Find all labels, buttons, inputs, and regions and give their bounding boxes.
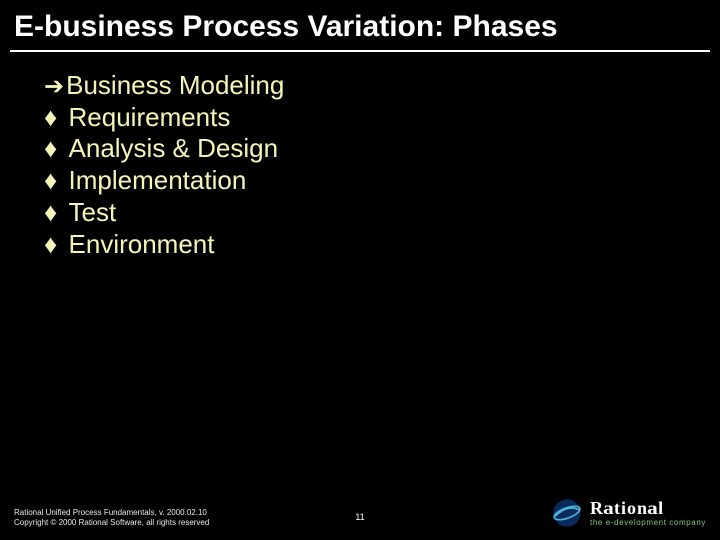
- list-item: ♦ Requirements: [44, 102, 720, 134]
- footer-copyright: Rational Unified Process Fundamentals, v…: [14, 508, 209, 528]
- logo-tagline: the e-development company: [590, 518, 706, 528]
- brand-logo: Rational the e-development company: [550, 496, 706, 530]
- list-item-label: Implementation: [69, 165, 247, 197]
- diamond-icon: ♦: [44, 104, 57, 130]
- slide-footer: Rational Unified Process Fundamentals, v…: [0, 492, 720, 532]
- list-item: ♦ Environment: [44, 229, 720, 261]
- list-item: ♦ Analysis & Design: [44, 133, 720, 165]
- footer-line2: Copyright © 2000 Rational Software, all …: [14, 518, 209, 528]
- slide-title: E-business Process Variation: Phases: [0, 0, 720, 50]
- footer-line1: Rational Unified Process Fundamentals, v…: [14, 508, 209, 518]
- list-item-label: Analysis & Design: [69, 133, 279, 165]
- arrow-icon: ➔: [44, 75, 64, 99]
- logo-brand-name: Rational: [590, 499, 706, 517]
- list-item-label: Requirements: [69, 102, 231, 134]
- logo-mark-icon: [550, 496, 584, 530]
- list-item-label: [61, 102, 68, 134]
- diamond-icon: ♦: [44, 199, 57, 225]
- list-item-label: [61, 229, 68, 261]
- list-item-label: Environment: [69, 229, 215, 261]
- list-item: ♦ Implementation: [44, 165, 720, 197]
- list-item: ➔ Business Modeling: [44, 70, 720, 102]
- list-item-label: Business Modeling: [66, 70, 284, 102]
- list-item-label: [61, 197, 68, 229]
- diamond-icon: ♦: [44, 135, 57, 161]
- logo-text: Rational the e-development company: [590, 499, 706, 528]
- page-number: 11: [355, 512, 364, 522]
- diamond-icon: ♦: [44, 167, 57, 193]
- list-item-label: [61, 133, 68, 165]
- bullet-list: ➔ Business Modeling ♦ Requirements ♦ Ana…: [0, 52, 720, 260]
- list-item: ♦ Test: [44, 197, 720, 229]
- diamond-icon: ♦: [44, 231, 57, 257]
- list-item-label: Test: [69, 197, 117, 229]
- list-item-label: [61, 165, 68, 197]
